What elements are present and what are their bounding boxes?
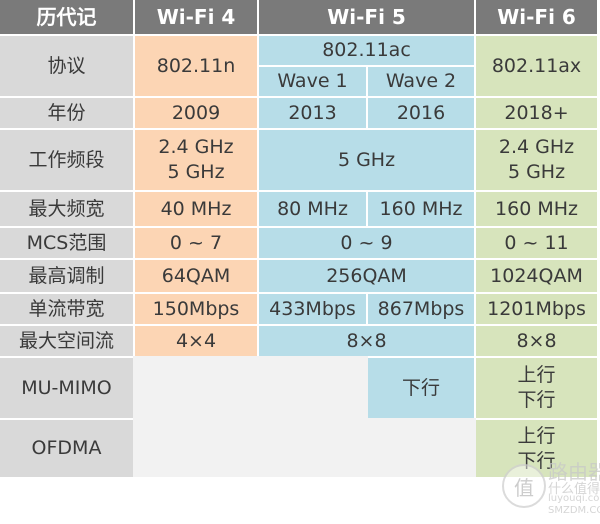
stream-rate-wifi5-wave2: 867Mbps <box>368 294 474 324</box>
empty-area-ofdma-wifi5 <box>368 418 476 477</box>
row-label-mcs: MCS范围 <box>0 228 133 258</box>
empty-area-mumimo-ofdma <box>133 356 368 477</box>
watermark-line3: luyouqi.com <box>548 493 600 504</box>
row-label-spatial: 最大空间流 <box>0 326 133 356</box>
bandwidth-wifi5-wave2: 160 MHz <box>368 192 474 226</box>
row-label-protocol: 协议 <box>0 36 133 96</box>
row-label-band: 工作频段 <box>0 130 133 190</box>
year-wifi4: 2009 <box>135 98 257 128</box>
modulation-wifi5: 256QAM <box>259 260 474 292</box>
mumimo-wifi6-line2: 下行 <box>517 389 556 411</box>
mumimo-wifi5-wave2: 下行 <box>368 358 474 418</box>
mumimo-wifi6-line1: 上行 <box>517 364 556 387</box>
band-wifi4-line1: 2.4 GHz <box>158 136 234 159</box>
row-label-year: 年份 <box>0 98 133 128</box>
header-wifi4: Wi-Fi 4 <box>135 0 257 34</box>
mcs-wifi5: 0 ~ 9 <box>259 228 474 258</box>
bandwidth-wifi6: 160 MHz <box>476 192 597 226</box>
ofdma-wifi6-line1: 上行 <box>517 424 556 447</box>
bandwidth-wifi4: 40 MHz <box>135 192 257 226</box>
modulation-wifi6: 1024QAM <box>476 260 597 292</box>
watermark-line1: 路由器 <box>548 460 600 484</box>
protocol-wifi5-wave2: Wave 2 <box>368 67 474 96</box>
protocol-wifi5: 802.11ac <box>259 36 474 65</box>
stream-rate-wifi6: 1201Mbps <box>476 294 597 324</box>
stream-rate-wifi4: 150Mbps <box>135 294 257 324</box>
year-wifi5-wave1: 2013 <box>259 98 366 128</box>
row-label-stream-rate: 单流带宽 <box>0 294 133 324</box>
protocol-wifi6: 802.11ax <box>476 36 597 96</box>
spatial-wifi4: 4×4 <box>135 326 257 356</box>
protocol-wifi5-wave1: Wave 1 <box>259 67 366 96</box>
spatial-wifi6: 8×8 <box>476 326 597 356</box>
spatial-wifi5: 8×8 <box>259 326 474 356</box>
bandwidth-wifi5-wave1: 80 MHz <box>259 192 366 226</box>
band-wifi6-line1: 2.4 GHz <box>498 136 575 159</box>
band-wifi5: 5 GHz <box>259 130 474 190</box>
header-wifi6: Wi-Fi 6 <box>476 0 597 34</box>
mcs-wifi6: 0 ~ 11 <box>476 228 597 258</box>
year-wifi5-wave2: 2016 <box>368 98 474 128</box>
mcs-wifi4: 0 ~ 7 <box>135 228 257 258</box>
row-label-mumimo: MU-MIMO <box>0 358 133 418</box>
band-wifi4-line2: 5 GHz <box>167 161 225 183</box>
header-wifi5: Wi-Fi 5 <box>259 0 474 34</box>
header-label: 历代记 <box>0 0 133 34</box>
band-wifi4: 2.4 GHz 5 GHz <box>135 130 257 190</box>
mumimo-wifi6: 上行 下行 <box>476 358 597 418</box>
watermark-line2: 什么值得买 <box>548 482 600 497</box>
band-wifi6: 2.4 GHz 5 GHz <box>476 130 597 190</box>
row-label-modulation: 最高调制 <box>0 260 133 292</box>
watermark-line4: SMZDM.COM <box>548 505 600 516</box>
protocol-wifi4: 802.11n <box>135 36 257 96</box>
row-label-bandwidth: 最大频宽 <box>0 192 133 226</box>
watermark: 值 路由器 什么值得买 luyouqi.com SMZDM.COM <box>500 460 600 524</box>
year-wifi6: 2018+ <box>476 98 597 128</box>
modulation-wifi4: 64QAM <box>135 260 257 292</box>
band-wifi6-line2: 5 GHz <box>507 161 566 183</box>
row-label-ofdma: OFDMA <box>0 420 133 477</box>
smzdm-logo-icon: 值 <box>502 464 546 508</box>
stream-rate-wifi5-wave1: 433Mbps <box>259 294 366 324</box>
